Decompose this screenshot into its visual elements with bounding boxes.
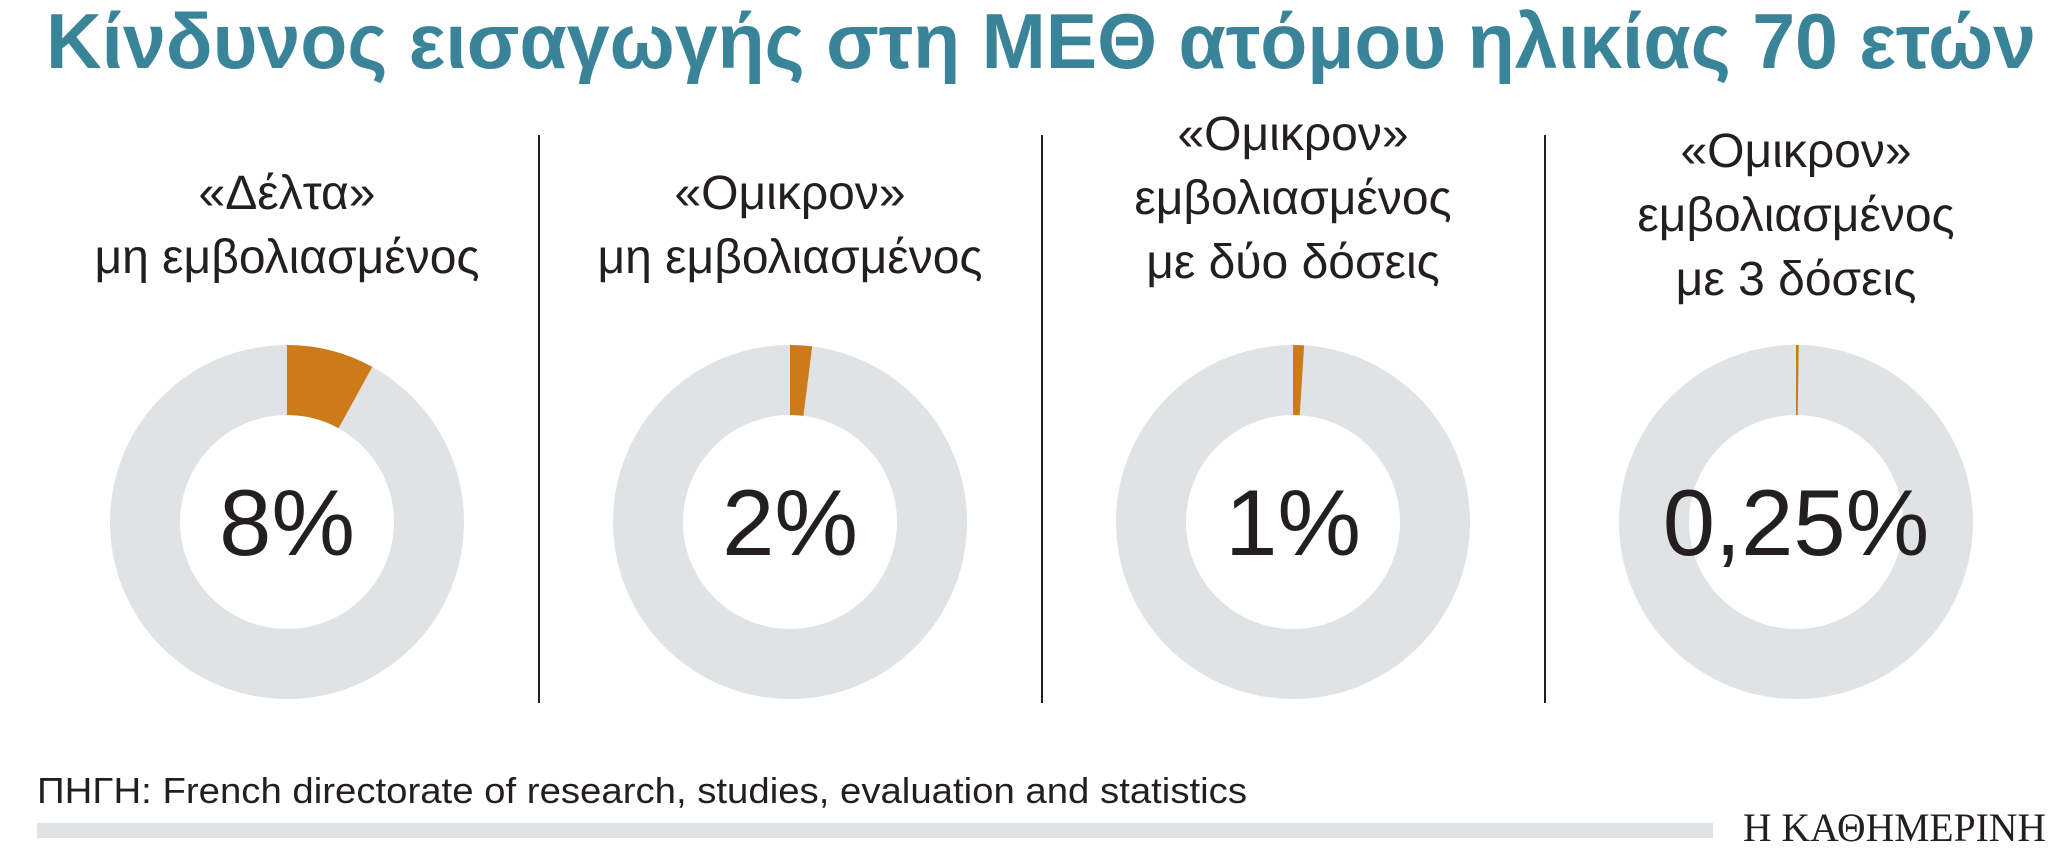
donut-value-slice [1293, 345, 1305, 416]
panel-label-line: εμβολιασμένος [1134, 172, 1451, 225]
donut-value-slice [790, 345, 813, 416]
panel-label-line: «Δέλτα» [199, 167, 376, 220]
donut-panel: «Δέλτα» μη εμβολιασμένος 8% [94, 167, 480, 699]
donut-value-slice [1796, 345, 1799, 416]
donut-value-slice [287, 345, 373, 429]
panel-label-line: μη εμβολιασμένος [94, 231, 479, 284]
panel-label-line: με 3 δόσεις [1676, 253, 1917, 306]
donut-panel: «Ομικρον» εμβολιασμένος με 3 δόσεις 0,25% [1619, 125, 1973, 699]
panel-label-line: «Ομικρον» [1177, 108, 1408, 161]
panel-label-line: με δύο δόσεις [1146, 236, 1440, 289]
panel-label-line: «Ομικρον» [674, 167, 905, 220]
value-label: 2% [722, 470, 858, 575]
panel-label-line: εμβολιασμένος [1637, 189, 1954, 242]
chart-title: Κίνδυνος εισαγωγής στη ΜΕΘ ατόμου ηλικία… [46, 0, 2036, 85]
donut-panel: «Ομικρον» εμβολιασμένος με δύο δόσεις 1% [1116, 108, 1470, 699]
footer-bar [37, 823, 1713, 838]
value-label: 8% [219, 470, 355, 575]
value-label: 1% [1225, 470, 1361, 575]
source-note: ΠΗΓΗ: French directorate of research, st… [37, 770, 1247, 811]
logo: Η ΚΑΘΗΜΕΡΙΝΗ [1743, 805, 2046, 850]
donut-panel: «Ομικρον» μη εμβολιασμένος 2% [597, 167, 983, 699]
value-label: 0,25% [1663, 470, 1930, 575]
panel-label-line: «Ομικρον» [1680, 125, 1911, 178]
panel-label-line: μη εμβολιασμένος [597, 231, 982, 284]
